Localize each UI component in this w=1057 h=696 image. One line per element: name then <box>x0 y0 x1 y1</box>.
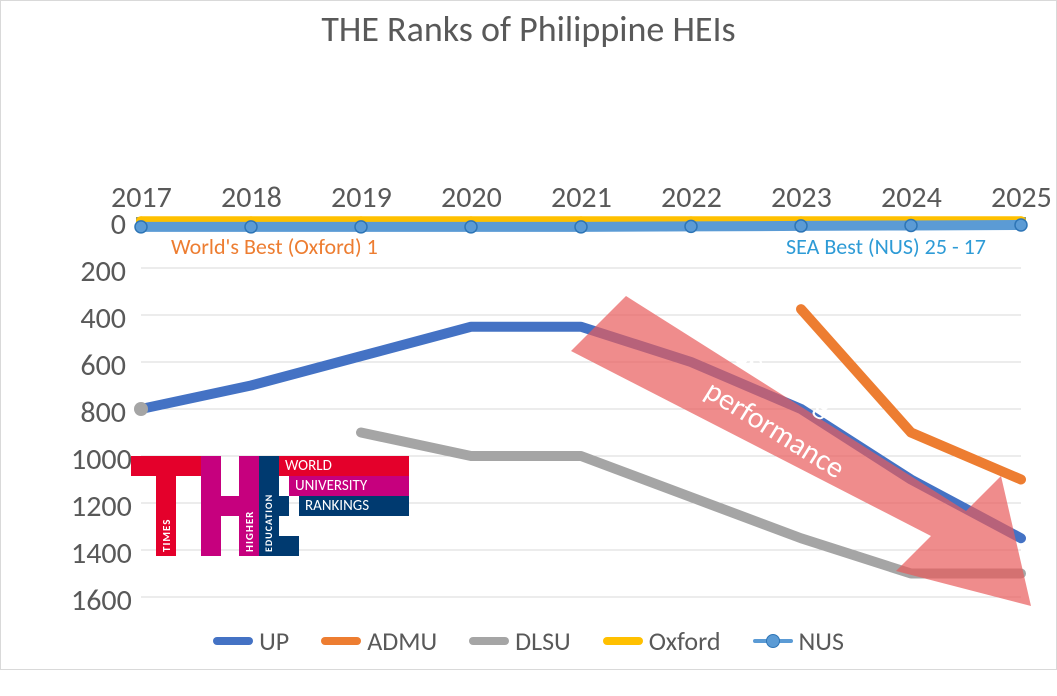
oxford-annot: World's Best (Oxford) 1 <box>171 233 378 260</box>
x-label-2025: 2025 <box>991 179 1052 216</box>
logo-rankings: RANKINGS <box>305 497 369 515</box>
legend-dlsu: DLSU <box>469 625 571 657</box>
legend-oxford: Oxford <box>603 625 721 657</box>
legend-up-label: UP <box>259 625 289 657</box>
plot-area: 2017 2018 2019 2020 2021 2022 2023 2024 … <box>141 121 1021 596</box>
legend-admu: ADMU <box>321 625 437 657</box>
logo-world: WORLD <box>285 457 332 475</box>
y-label-400: 400 <box>71 300 126 337</box>
logo-times: TIMES <box>160 519 173 552</box>
nus-annot: SEA Best (NUS) 25 - 17 <box>786 233 986 260</box>
legend-dlsu-label: DLSU <box>515 625 571 657</box>
chart-frame: THE Ranks of Philippine HEIs 2017 2018 2… <box>0 0 1057 670</box>
x-label-2020: 2020 <box>441 179 502 216</box>
y-label-1200: 1200 <box>71 488 126 525</box>
y-label-200: 200 <box>71 253 126 290</box>
y-label-800: 800 <box>71 394 126 431</box>
logo-university: UNIVERSITY <box>295 477 367 495</box>
y-label-1000: 1000 <box>71 441 126 478</box>
y-label-600: 600 <box>71 347 126 384</box>
legend-nus: NUS <box>753 625 844 657</box>
x-label-2021: 2021 <box>551 179 612 216</box>
x-label-2024: 2024 <box>881 179 942 216</box>
legend-oxford-label: Oxford <box>649 625 721 657</box>
x-label-2023: 2023 <box>771 179 832 216</box>
x-label-2018: 2018 <box>221 179 282 216</box>
logo-higher: HIGHER <box>243 511 256 552</box>
logo-education: EDUCATION <box>262 494 275 552</box>
legend-nus-label: NUS <box>799 625 844 657</box>
x-label-2022: 2022 <box>661 179 722 216</box>
legend-up: UP <box>213 625 289 657</box>
y-label-0: 0 <box>71 206 126 243</box>
x-label-2019: 2019 <box>331 179 392 216</box>
y-label-1600: 1600 <box>71 582 126 619</box>
legend-admu-label: ADMU <box>367 625 437 657</box>
chart-title: THE Ranks of Philippine HEIs <box>1 7 1056 51</box>
legend: UP ADMU DLSU Oxford NUS <box>1 625 1056 657</box>
y-label-1400: 1400 <box>71 535 126 572</box>
the-logo: TIMES HIGHER EDUCATION WORLD UNIVERSITY … <box>131 456 421 561</box>
